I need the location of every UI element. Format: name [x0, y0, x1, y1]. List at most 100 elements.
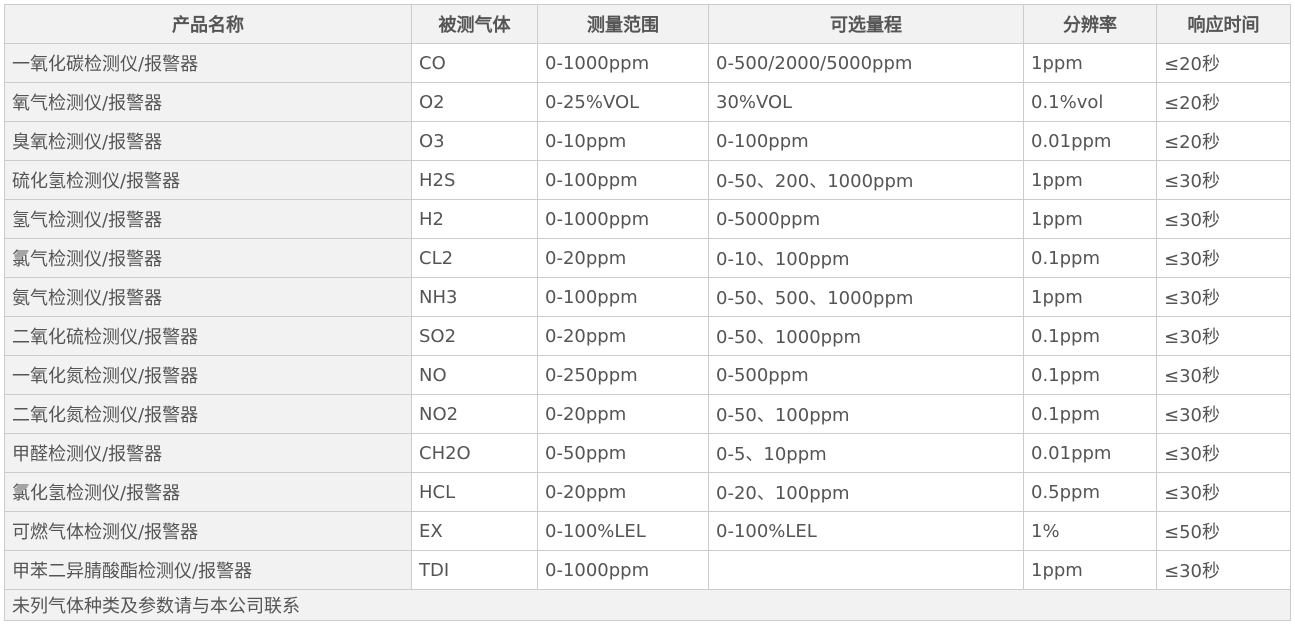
- table-cell: ≤30秒: [1156, 550, 1291, 590]
- table-cell: 1ppm: [1023, 550, 1157, 590]
- table-row: 硫化氢检测仪/报警器 H2S 0-100ppm 0-50、200、1000ppm 1pp…: [4, 160, 1291, 200]
- table-cell: 0-5000ppm: [708, 199, 1024, 239]
- table-row: 氯化氢检测仪/报警器 HCL 0-20ppm 0-20、100ppm 0.5ppm ≤30…: [4, 472, 1291, 512]
- table-cell: 0-10ppm: [537, 121, 709, 161]
- table-cell: O2: [411, 82, 538, 122]
- table-row: 氧气检测仪/报警器 O2 0-25%VOL 30%VOL 0.1%vol ≤20秒: [4, 82, 1291, 122]
- table-cell: 臭氧检测仪/报警器: [4, 121, 412, 161]
- table-cell: 0-100%LEL: [708, 511, 1024, 551]
- column-header: 测量范围: [537, 4, 709, 44]
- table-cell: ≤30秒: [1156, 355, 1291, 395]
- table-cell: EX: [411, 511, 538, 551]
- table-cell: 二氧化硫检测仪/报警器: [4, 316, 412, 356]
- header-row: 产品名称 被测气体 测量范围 可选量程 分辨率 响应时间: [4, 4, 1291, 44]
- table-cell: CO: [411, 43, 538, 83]
- table-cell: 0.5ppm: [1023, 472, 1157, 512]
- table-cell: 可燃气体检测仪/报警器: [4, 511, 412, 551]
- table-cell: H2S: [411, 160, 538, 200]
- table-cell: 1%: [1023, 511, 1157, 551]
- table-cell: 0-500/2000/5000ppm: [708, 43, 1024, 83]
- table-row: 二氧化硫检测仪/报警器 SO2 0-20ppm 0-50、1000ppm 0.1ppm ≤…: [4, 316, 1291, 356]
- table-row: 可燃气体检测仪/报警器 EX 0-100%LEL 0-100%LEL 1% ≤50秒: [4, 511, 1291, 551]
- table-cell: 0-20ppm: [537, 394, 709, 434]
- table-cell: 0-20ppm: [537, 316, 709, 356]
- table-row: 氯气检测仪/报警器 CL2 0-20ppm 0-10、100ppm 0.1ppm ≤30秒: [4, 238, 1291, 278]
- table-cell: ≤20秒: [1156, 43, 1291, 83]
- table-cell: SO2: [411, 316, 538, 356]
- table-cell: 氨气检测仪/报警器: [4, 277, 412, 317]
- gas-detector-spec-table: 产品名称 被测气体 测量范围 可选量程 分辨率 响应时间 一氧化碳检测仪/报警器 CO 0-1…: [4, 4, 1291, 621]
- table-cell: 1ppm: [1023, 199, 1157, 239]
- table-cell: ≤30秒: [1156, 433, 1291, 473]
- table-cell: 0-1000ppm: [537, 43, 709, 83]
- table-cell: 0-10、100ppm: [708, 238, 1024, 278]
- table-cell: 0-20、100ppm: [708, 472, 1024, 512]
- table-cell: 氢气检测仪/报警器: [4, 199, 412, 239]
- table-cell: ≤50秒: [1156, 511, 1291, 551]
- table-cell: 硫化氢检测仪/报警器: [4, 160, 412, 200]
- table-cell: ≤20秒: [1156, 82, 1291, 122]
- table-cell: 0.01ppm: [1023, 433, 1157, 473]
- table-cell: 一氧化氮检测仪/报警器: [4, 355, 412, 395]
- table-cell: 0-20ppm: [537, 238, 709, 278]
- table-cell: 氧气检测仪/报警器: [4, 82, 412, 122]
- table-cell: NH3: [411, 277, 538, 317]
- table-cell: 甲苯二异腈酸酯检测仪/报警器: [4, 550, 412, 590]
- table-cell: ≤30秒: [1156, 316, 1291, 356]
- table-cell: ≤20秒: [1156, 121, 1291, 161]
- table-cell: 0.1ppm: [1023, 355, 1157, 395]
- table-cell: 0-1000ppm: [537, 199, 709, 239]
- table-cell: 氯气检测仪/报警器: [4, 238, 412, 278]
- table-row: 氨气检测仪/报警器 NH3 0-100ppm 0-50、500、1000ppm 1ppm…: [4, 277, 1291, 317]
- table-cell: 1ppm: [1023, 160, 1157, 200]
- table-cell: O3: [411, 121, 538, 161]
- table-cell: 0-50、100ppm: [708, 394, 1024, 434]
- table-cell: 0-50、500、1000ppm: [708, 277, 1024, 317]
- table-cell: NO2: [411, 394, 538, 434]
- table-row: 甲醛检测仪/报警器 CH2O 0-50ppm 0-5、10ppm 0.01ppm ≤30秒: [4, 433, 1291, 473]
- table-cell: ≤30秒: [1156, 238, 1291, 278]
- column-header: 响应时间: [1156, 4, 1291, 44]
- table-cell: 甲醛检测仪/报警器: [4, 433, 412, 473]
- contact-note: 未列气体种类及参数请与本公司联系: [4, 589, 1291, 621]
- table-cell: 0-5、10ppm: [708, 433, 1024, 473]
- table-cell: HCL: [411, 472, 538, 512]
- table-cell: H2: [411, 199, 538, 239]
- table-cell: 0.1ppm: [1023, 394, 1157, 434]
- table-cell: 0-1000ppm: [537, 550, 709, 590]
- column-header: 分辨率: [1023, 4, 1157, 44]
- column-header: 产品名称: [4, 4, 412, 44]
- table-cell: 一氧化碳检测仪/报警器: [4, 43, 412, 83]
- table-cell: TDI: [411, 550, 538, 590]
- table-row: 一氧化氮检测仪/报警器 NO 0-250ppm 0-500ppm 0.1ppm ≤30秒: [4, 355, 1291, 395]
- table-row: 甲苯二异腈酸酯检测仪/报警器 TDI 0-1000ppm 1ppm ≤30秒: [4, 550, 1291, 590]
- note-row: 未列气体种类及参数请与本公司联系: [4, 589, 1291, 621]
- table-cell: 0-50ppm: [537, 433, 709, 473]
- table-cell: 1ppm: [1023, 43, 1157, 83]
- column-header: 可选量程: [708, 4, 1024, 44]
- table-cell: [708, 550, 1024, 590]
- table-cell: 0-250ppm: [537, 355, 709, 395]
- table-cell: 氯化氢检测仪/报警器: [4, 472, 412, 512]
- table-cell: 0-25%VOL: [537, 82, 709, 122]
- table-cell: ≤30秒: [1156, 199, 1291, 239]
- table-row: 氢气检测仪/报警器 H2 0-1000ppm 0-5000ppm 1ppm ≤30秒: [4, 199, 1291, 239]
- table-cell: 0-100ppm: [708, 121, 1024, 161]
- table-cell: 0-100ppm: [537, 277, 709, 317]
- column-header: 被测气体: [411, 4, 538, 44]
- table-cell: 0-50、1000ppm: [708, 316, 1024, 356]
- table-row: 二氧化氮检测仪/报警器 NO2 0-20ppm 0-50、100ppm 0.1ppm ≤3…: [4, 394, 1291, 434]
- table-cell: CH2O: [411, 433, 538, 473]
- table-cell: 0.1ppm: [1023, 238, 1157, 278]
- table-cell: 0-20ppm: [537, 472, 709, 512]
- table-cell: 1ppm: [1023, 277, 1157, 317]
- table-cell: ≤30秒: [1156, 472, 1291, 512]
- table-cell: NO: [411, 355, 538, 395]
- table-cell: 0.01ppm: [1023, 121, 1157, 161]
- table-cell: 二氧化氮检测仪/报警器: [4, 394, 412, 434]
- table-cell: 0-50、200、1000ppm: [708, 160, 1024, 200]
- table-cell: 0.1ppm: [1023, 316, 1157, 356]
- table-cell: 0.1%vol: [1023, 82, 1157, 122]
- table-cell: ≤30秒: [1156, 394, 1291, 434]
- table-cell: ≤30秒: [1156, 277, 1291, 317]
